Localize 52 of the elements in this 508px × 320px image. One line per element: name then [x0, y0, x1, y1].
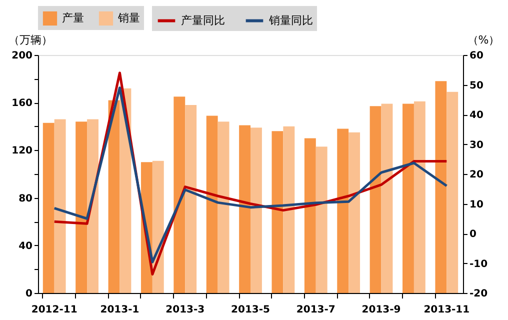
y-tick-label: 120: [12, 146, 33, 157]
x-tick-label: 2013-3: [166, 304, 205, 316]
bar: [304, 138, 316, 293]
x-tick-label: 2013-9: [362, 304, 401, 316]
y2-tick-label: 0: [470, 229, 476, 240]
y-tick-label: 160: [12, 98, 33, 110]
bar: [174, 96, 186, 293]
y2-axis-title: （%）: [467, 34, 500, 46]
x-tick-label: 2013-1: [100, 304, 140, 316]
bar: [316, 146, 328, 293]
bar: [283, 126, 295, 293]
bar: [272, 131, 284, 293]
bar: [42, 122, 54, 293]
legend-label: 销量同比: [268, 14, 313, 27]
x-tick-label: 2013-11: [424, 304, 470, 316]
y-tick-label: 200: [12, 50, 33, 62]
y2-tick-label: 50: [470, 80, 484, 92]
legend-label: 销量: [117, 11, 140, 24]
bar: [76, 122, 88, 293]
bar: [87, 119, 98, 293]
legend-label: 产量: [62, 11, 84, 24]
y2-tick-label: -10: [470, 258, 488, 270]
y2-tick-label: 60: [470, 50, 484, 62]
x-tick-label: 2012-11: [31, 304, 78, 316]
bar: [381, 104, 393, 293]
bar: [206, 116, 218, 293]
bar: [402, 104, 414, 293]
y2-tick-label: 10: [470, 199, 484, 210]
x-tick-label: 2013-7: [296, 304, 336, 316]
y-tick-label: 0: [26, 288, 33, 300]
y2-tick-label: -20: [470, 288, 488, 300]
bar: [250, 128, 262, 293]
bar: [337, 128, 349, 293]
legend-label: 产量同比: [181, 14, 225, 27]
bar: [54, 119, 66, 293]
bar: [446, 92, 458, 293]
y2-tick-label: 40: [470, 110, 484, 121]
bar: [370, 106, 382, 293]
bar: [120, 88, 132, 293]
bar: [414, 101, 426, 293]
bar: [218, 122, 230, 293]
y-tick-label: 80: [18, 193, 33, 204]
y2-tick-label: 30: [470, 140, 484, 151]
bar: [108, 100, 120, 293]
bar: [348, 132, 360, 293]
bar: [185, 104, 197, 293]
y-axis-title: （万辆）: [8, 34, 52, 46]
x-tick-label: 2013-5: [231, 304, 270, 316]
y-tick-label: 40: [18, 240, 33, 252]
y2-tick-label: 20: [470, 170, 484, 180]
bar: [239, 125, 250, 293]
bar: [435, 81, 447, 293]
